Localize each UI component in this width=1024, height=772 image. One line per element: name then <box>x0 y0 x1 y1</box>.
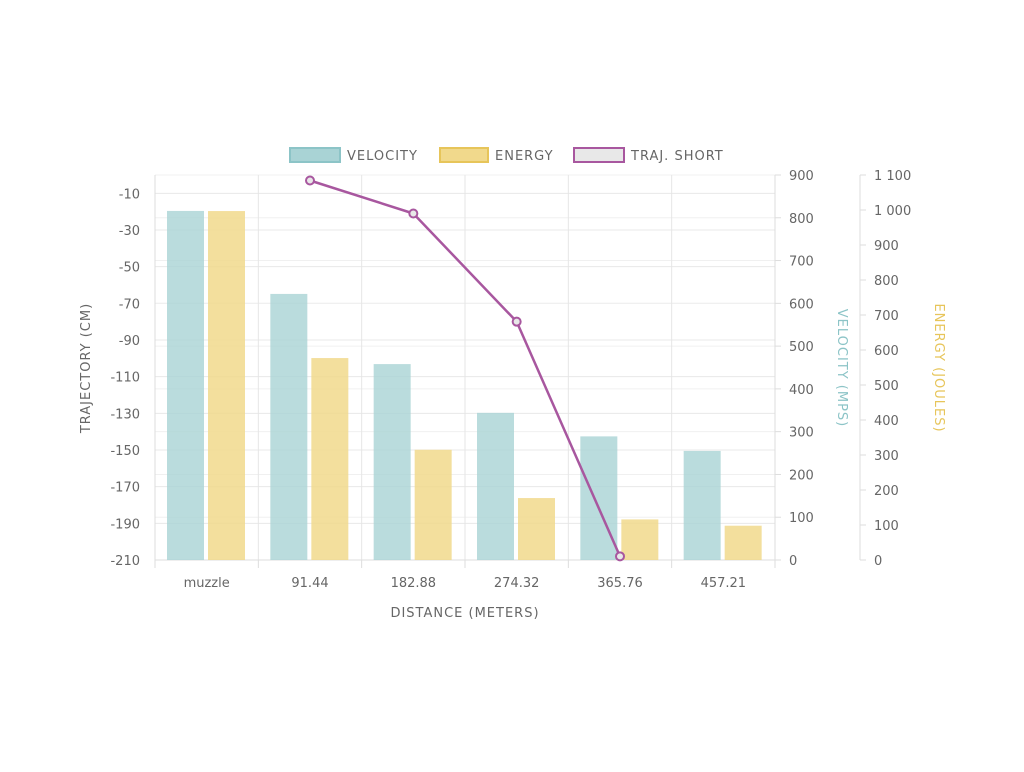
velocity-tick-label: 700 <box>789 255 814 270</box>
energy-tick-label: 1 000 <box>874 204 911 219</box>
x-axis-title: DISTANCE (METERS) <box>390 606 539 621</box>
trajectory-tick-label: -70 <box>119 297 140 312</box>
velocity-tick-label: 100 <box>789 511 814 526</box>
velocity-bar <box>477 412 514 560</box>
trajectory-line <box>309 179 622 557</box>
velocity-bar <box>373 364 411 560</box>
energy-bar <box>724 525 762 560</box>
energy-tick-label: 200 <box>874 484 899 499</box>
x-tick-label: 365.76 <box>597 576 643 591</box>
trajectory-point <box>305 175 315 186</box>
velocity-bar <box>167 210 204 560</box>
trajectory-tick-label: -130 <box>110 407 140 422</box>
velocity-tick-label: 800 <box>789 212 814 227</box>
x-tick-label: 457.21 <box>701 576 747 591</box>
energy-bar <box>208 211 245 561</box>
velocity-tick-label: 500 <box>789 340 814 355</box>
legend-traj-short-label: TRAJ. SHORT <box>630 149 724 164</box>
trajectory-tick-label: -150 <box>110 444 140 459</box>
trajectory-axis-title: TRAJECTORY (CM) <box>79 303 94 434</box>
energy-tick-label: 500 <box>874 379 899 394</box>
velocity-bar <box>580 436 618 560</box>
energy-tick-label: 0 <box>874 554 882 569</box>
trajectory-point <box>408 208 419 219</box>
velocity-axis-title: VELOCITY (MPS) <box>834 309 849 428</box>
energy-bar <box>518 498 555 560</box>
x-tick-label: 274.32 <box>494 576 540 591</box>
energy-bar <box>414 449 452 560</box>
velocity-tick-label: 300 <box>789 426 814 441</box>
energy-tick-label: 600 <box>874 344 899 359</box>
velocity-tick-label: 0 <box>789 554 797 569</box>
trajectory-tick-label: -10 <box>119 187 140 202</box>
trajectory-tick-label: -30 <box>119 224 140 239</box>
energy-tick-label: 400 <box>874 414 899 429</box>
x-tick-label: muzzle <box>184 576 230 591</box>
x-tick-label: 182.88 <box>391 576 437 591</box>
trajectory-point <box>615 551 625 562</box>
energy-tick-label: 100 <box>874 519 899 534</box>
velocity-tick-label: 900 <box>789 169 814 184</box>
legend-traj-short-swatch <box>573 147 625 163</box>
legend-energy-swatch <box>439 147 489 163</box>
velocity-tick-label: 400 <box>789 383 814 398</box>
energy-bar <box>621 519 659 560</box>
energy-tick-label: 800 <box>874 274 899 289</box>
trajectory-tick-label: -110 <box>110 371 140 386</box>
x-tick-label: 91.44 <box>291 576 328 591</box>
velocity-tick-label: 600 <box>789 297 814 312</box>
trajectory-tick-label: -170 <box>110 481 140 496</box>
trajectory-tick-label: -210 <box>110 554 140 569</box>
energy-tick-label: 900 <box>874 239 899 254</box>
trajectory-point <box>511 316 522 327</box>
trajectory-tick-label: -50 <box>119 261 140 276</box>
legend-energy-label: ENERGY <box>495 149 554 164</box>
energy-bar <box>311 358 349 560</box>
trajectory-tick-label: -90 <box>119 334 140 349</box>
velocity-bar <box>270 293 308 560</box>
energy-tick-label: 700 <box>874 309 899 324</box>
energy-axis-title: ENERGY (JOULES) <box>931 303 946 432</box>
trajectory-tick-label: -190 <box>110 517 140 532</box>
legend-velocity-swatch <box>289 147 341 163</box>
energy-tick-label: 1 100 <box>874 169 911 184</box>
velocity-tick-label: 200 <box>789 468 814 483</box>
velocity-bar <box>683 450 721 560</box>
energy-tick-label: 300 <box>874 449 899 464</box>
legend-velocity-label: VELOCITY <box>347 149 418 164</box>
